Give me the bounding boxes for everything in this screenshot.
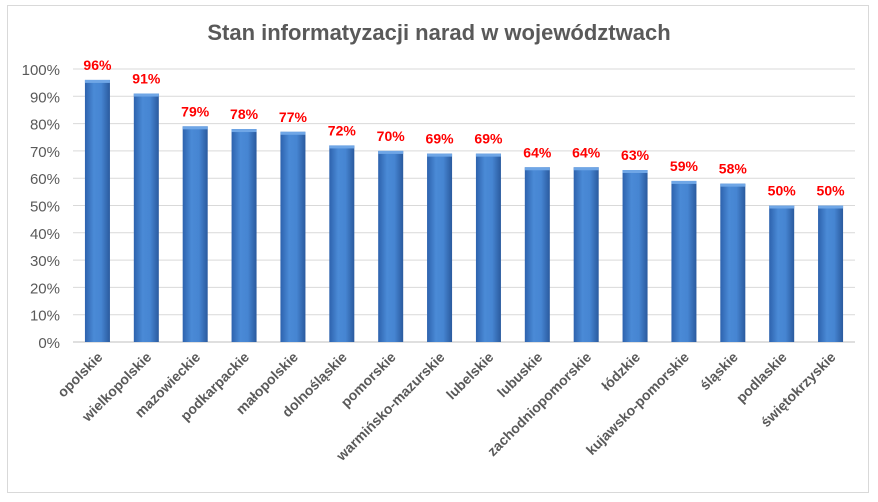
bar-top (280, 131, 306, 135)
bar (671, 180, 697, 342)
y-tick-label: 70% (30, 144, 60, 161)
y-tick-label: 0% (38, 335, 60, 352)
bar (329, 145, 355, 342)
y-tick-label: 20% (30, 280, 60, 297)
data-label: 79% (181, 103, 210, 119)
y-tick-label: 60% (30, 171, 60, 188)
data-label: 77% (279, 109, 308, 125)
bar (231, 129, 257, 342)
bar-top (622, 170, 648, 174)
bar-top (378, 150, 404, 154)
data-label: 59% (670, 158, 699, 174)
bar-top (769, 205, 795, 209)
bar (182, 126, 208, 342)
bar-top (231, 129, 257, 133)
bar-top (524, 167, 550, 171)
data-label: 91% (132, 71, 161, 87)
bar (720, 183, 746, 342)
y-tick-label: 40% (30, 226, 60, 243)
bar-top (84, 79, 110, 83)
bar (573, 167, 599, 342)
chart-title: Stan informatyzacji narad w województwac… (207, 20, 670, 45)
data-label: 69% (474, 131, 503, 147)
bar (769, 205, 795, 342)
data-label: 63% (621, 147, 650, 163)
x-tick-label: łódzkie (598, 349, 643, 394)
bar-top (475, 153, 501, 157)
data-label: 78% (230, 106, 259, 122)
bar-top (133, 93, 159, 97)
bar (524, 167, 550, 342)
bar-top (573, 167, 599, 171)
data-label: 50% (817, 183, 846, 199)
y-tick-label: 50% (30, 199, 60, 216)
x-tick-label: opolskie (54, 349, 106, 401)
y-tick-label: 30% (30, 253, 60, 270)
data-label: 72% (328, 122, 357, 138)
bar-top (427, 153, 453, 157)
bar-top (671, 180, 697, 184)
data-label: 64% (523, 144, 552, 160)
bar-top (720, 183, 746, 187)
y-tick-label: 10% (30, 308, 60, 325)
chart-frame (7, 5, 869, 493)
y-tick-label: 80% (30, 117, 60, 134)
bar (280, 131, 306, 342)
bar-top (182, 126, 208, 130)
bar (427, 153, 453, 342)
data-label: 96% (83, 57, 112, 73)
x-tick-label: lubelskie (443, 349, 497, 403)
bar (818, 205, 844, 342)
bar-top (329, 145, 355, 149)
y-tick-label: 100% (22, 62, 60, 79)
data-label: 69% (426, 131, 455, 147)
bar (378, 150, 404, 342)
data-label: 70% (377, 128, 406, 144)
bar (84, 79, 110, 343)
bar (133, 93, 159, 342)
data-label: 50% (768, 183, 797, 199)
y-tick-label: 90% (30, 89, 60, 106)
data-label: 64% (572, 144, 601, 160)
bar-top (818, 205, 844, 209)
x-tick-label: lubuskie (494, 349, 546, 401)
x-tick-label: śląskie (697, 349, 741, 393)
bar (475, 153, 501, 342)
bar (622, 170, 648, 342)
data-label: 58% (719, 161, 748, 177)
